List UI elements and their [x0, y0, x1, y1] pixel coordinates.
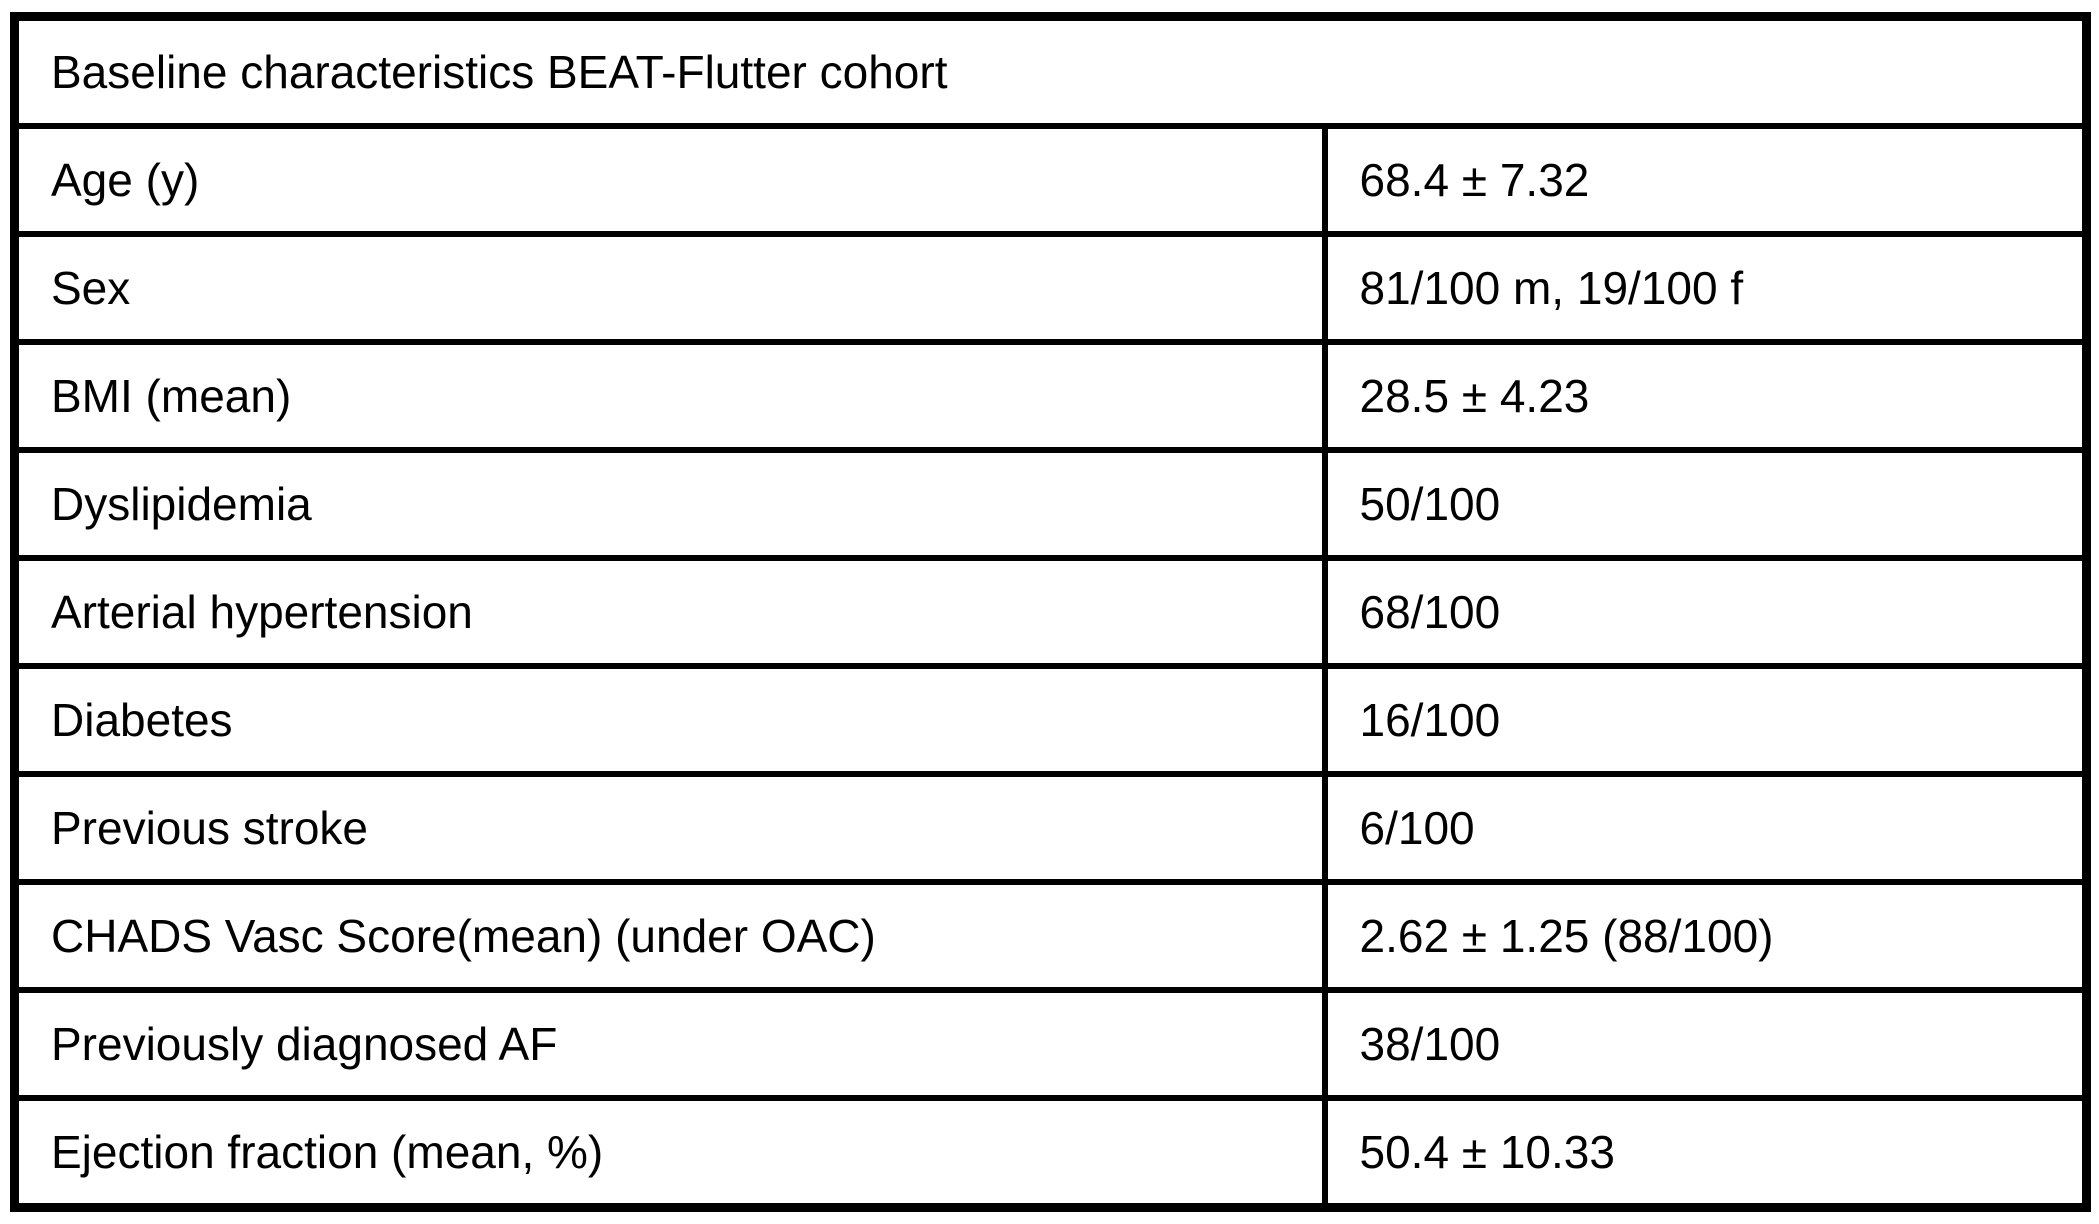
table-row: Dyslipidemia 50/100 — [11, 447, 2090, 561]
characteristic-value: 28.5 ± 4.23 — [1321, 339, 2090, 453]
baseline-characteristics-table: Baseline characteristics BEAT-Flutter co… — [10, 12, 2092, 1212]
characteristic-label: Diabetes — [11, 663, 1328, 777]
characteristic-label: Previous stroke — [11, 771, 1328, 885]
characteristic-label: BMI (mean) — [11, 339, 1328, 453]
table-row: Arterial hypertension 68/100 — [11, 555, 2090, 669]
table-row: Previous stroke 6/100 — [11, 771, 2090, 885]
table-row: Sex 81/100 m, 19/100 f — [11, 231, 2090, 345]
table-row: Diabetes 16/100 — [11, 663, 2090, 777]
table-row: Ejection fraction (mean, %) 50.4 ± 10.33 — [11, 1095, 2090, 1211]
table-row: Age (y) 68.4 ± 7.32 — [11, 123, 2090, 237]
table-row: Previously diagnosed AF 38/100 — [11, 987, 2090, 1101]
table-title: Baseline characteristics BEAT-Flutter co… — [11, 13, 2090, 129]
table-title-row: Baseline characteristics BEAT-Flutter co… — [11, 13, 2090, 129]
characteristic-value: 50/100 — [1321, 447, 2090, 561]
characteristic-label: Sex — [11, 231, 1328, 345]
characteristic-value: 50.4 ± 10.33 — [1321, 1095, 2090, 1211]
table-row: CHADS Vasc Score(mean) (under OAC) 2.62 … — [11, 879, 2090, 993]
characteristic-label: Previously diagnosed AF — [11, 987, 1328, 1101]
table-row: BMI (mean) 28.5 ± 4.23 — [11, 339, 2090, 453]
characteristic-label: Age (y) — [11, 123, 1328, 237]
characteristic-value: 2.62 ± 1.25 (88/100) — [1321, 879, 2090, 993]
characteristic-value: 38/100 — [1321, 987, 2090, 1101]
characteristic-value: 68/100 — [1321, 555, 2090, 669]
characteristic-value: 68.4 ± 7.32 — [1321, 123, 2090, 237]
table-body: Baseline characteristics BEAT-Flutter co… — [11, 13, 2090, 1211]
characteristic-value: 16/100 — [1321, 663, 2090, 777]
characteristic-label: Dyslipidemia — [11, 447, 1328, 561]
characteristic-label: CHADS Vasc Score(mean) (under OAC) — [11, 879, 1328, 993]
characteristic-value: 6/100 — [1321, 771, 2090, 885]
characteristic-label: Arterial hypertension — [11, 555, 1328, 669]
characteristic-label: Ejection fraction (mean, %) — [11, 1095, 1328, 1211]
characteristic-value: 81/100 m, 19/100 f — [1321, 231, 2090, 345]
